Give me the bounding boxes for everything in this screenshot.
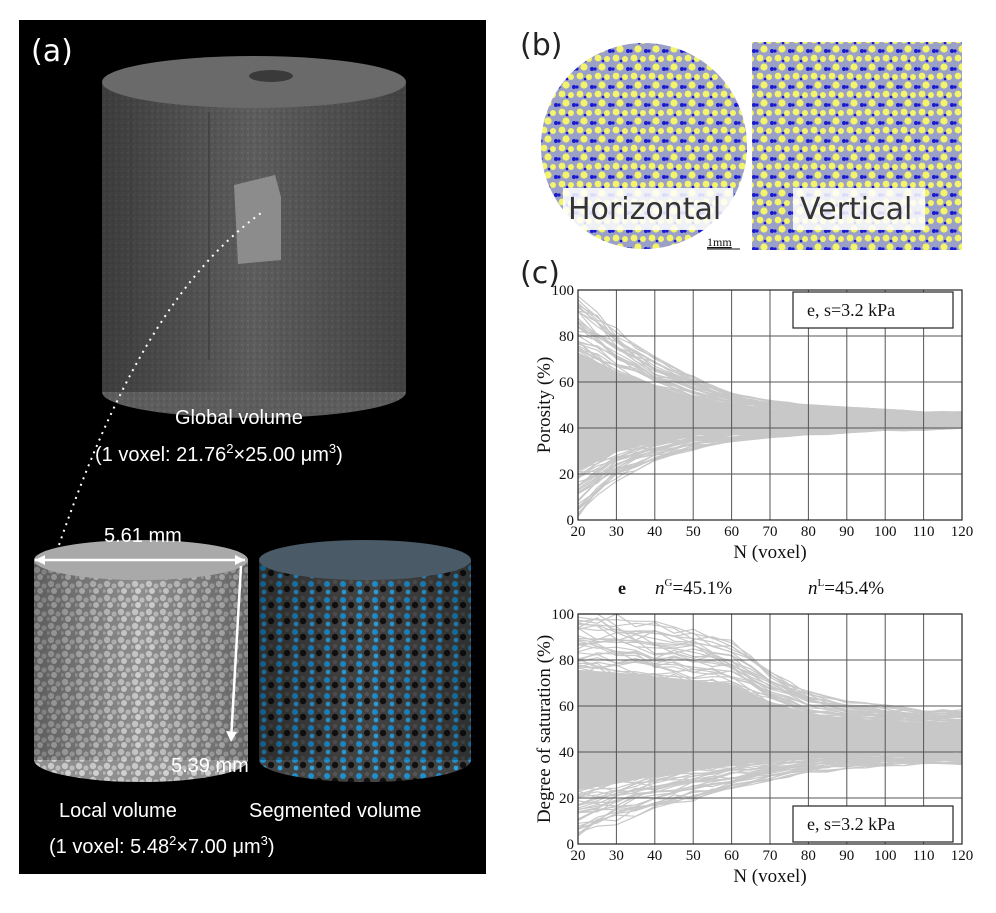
y-tick-label: 40 — [559, 745, 574, 761]
y-tick-label: 100 — [552, 283, 575, 299]
x-axis-label: N (voxel) — [733, 866, 806, 887]
x-tick-label: 20 — [571, 848, 586, 864]
scale-bar-label: 1mm — [707, 235, 732, 249]
horizontal-section: Horizontal — [541, 43, 747, 249]
vertical-section: Vertical — [752, 42, 962, 250]
x-tick-label: 90 — [839, 524, 854, 540]
global-volume-cylinder — [102, 56, 406, 418]
y-tick-label: 20 — [559, 467, 574, 483]
y-axis-label: Degree of saturation (%) — [534, 635, 555, 823]
legend-label: e, s=3.2 kPa — [807, 300, 895, 320]
global-volume-title: Global volume — [175, 407, 303, 429]
y-tick-label: 60 — [559, 699, 574, 715]
y-tick-label: 20 — [559, 791, 574, 807]
summary-tag: e — [618, 578, 626, 598]
porosity-summary: e nG=45.1% nL=45.4% — [618, 577, 884, 599]
porosity-chart: 20 30 40 50 60 70 80 90 100 110 120020406080100e, … — [534, 283, 973, 563]
panel-a: (a) — [19, 20, 486, 874]
x-tick-label: 110 — [913, 848, 935, 864]
x-tick-label: 40 — [647, 848, 662, 864]
x-tick-label: 110 — [913, 524, 935, 540]
y-tick-label: 0 — [567, 513, 575, 529]
height-dimension-arrow — [229, 565, 243, 741]
x-tick-label: 120 — [951, 524, 974, 540]
x-tick-label: 70 — [763, 524, 778, 540]
x-tick-label: 120 — [951, 848, 974, 864]
x-tick-label: 30 — [609, 848, 624, 864]
legend-label: e, s=3.2 kPa — [807, 814, 895, 834]
x-axis-label: N (voxel) — [733, 542, 806, 563]
panel-a-graphic: Global volume (1 voxel: 21.762×25.00 μm3… — [34, 56, 471, 858]
x-tick-label: 80 — [801, 524, 816, 540]
segmented-volume-cylinder — [259, 540, 471, 782]
plot-frame — [577, 289, 963, 521]
x-tick-label: 40 — [647, 524, 662, 540]
saturation-chart: 20 30 40 50 60 70 80 90 100 110 120020406080100e, … — [534, 607, 973, 887]
x-tick-label: 50 — [686, 848, 701, 864]
x-tick-label: 90 — [839, 848, 854, 864]
y-tick-label: 0 — [567, 837, 575, 853]
x-tick-label: 80 — [801, 848, 816, 864]
panel-b-label: (b) — [520, 28, 563, 63]
x-tick-label: 70 — [763, 848, 778, 864]
horizontal-label: Horizontal — [568, 192, 721, 227]
plot-frame — [577, 613, 963, 845]
y-tick-label: 40 — [559, 421, 574, 437]
local-volume-cylinder — [34, 540, 248, 782]
y-tick-label: 80 — [559, 653, 574, 669]
vertical-label: Vertical — [800, 192, 912, 227]
local-volume-title: Local volume — [59, 800, 177, 822]
y-tick-label: 60 — [559, 375, 574, 391]
legend-box — [792, 291, 954, 329]
x-tick-label: 60 — [724, 848, 739, 864]
x-tick-label: 100 — [874, 848, 897, 864]
y-axis-label: Porosity (%) — [534, 357, 555, 454]
global-porosity: nG=45.1% — [655, 577, 732, 599]
panel-c-label: (c) — [520, 256, 560, 291]
local-porosity: nL=45.4% — [808, 577, 884, 599]
x-tick-label: 50 — [686, 524, 701, 540]
segmented-volume-title: Segmented volume — [249, 800, 421, 822]
y-tick-label: 80 — [559, 329, 574, 345]
y-tick-label: 100 — [552, 607, 575, 623]
width-dimension-label: 5.61 mm — [104, 525, 182, 547]
height-dimension-label: 5.39 mm — [171, 755, 249, 777]
x-tick-label: 20 — [571, 524, 586, 540]
global-voxel-size: (1 voxel: 21.762×25.00 μm3) — [95, 441, 343, 466]
legend-box — [792, 805, 954, 843]
panel-a-label: (a) — [31, 34, 73, 69]
x-tick-label: 60 — [724, 524, 739, 540]
x-tick-label: 100 — [874, 524, 897, 540]
x-tick-label: 30 — [609, 524, 624, 540]
local-voxel-size: (1 voxel: 5.482×7.00 μm3) — [49, 833, 275, 858]
